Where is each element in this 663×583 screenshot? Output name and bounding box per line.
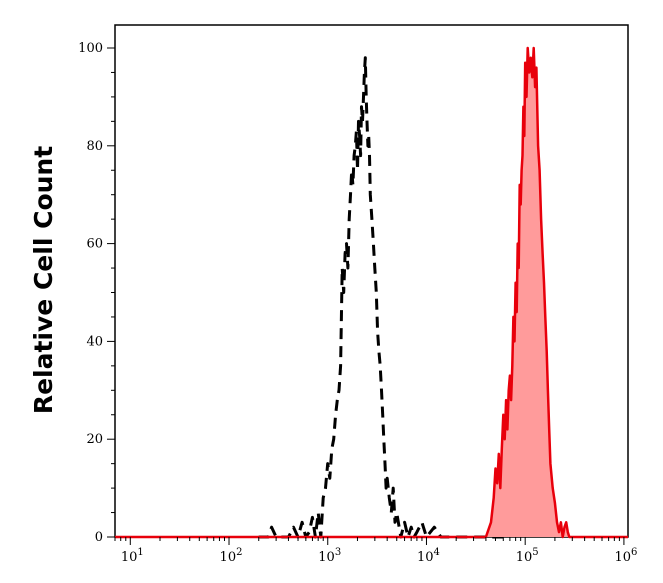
series-1-area <box>115 48 628 537</box>
x-tick-label: 102 <box>220 547 243 565</box>
x-tick-label: 106 <box>614 547 637 565</box>
y-tick-label: 20 <box>86 432 103 447</box>
x-tick-label: 104 <box>417 547 440 565</box>
x-tick-exponent: 5 <box>532 547 538 558</box>
x-tick-base: 10 <box>220 550 237 565</box>
series-0-line <box>258 56 504 539</box>
y-tick-label: 80 <box>86 139 103 154</box>
x-tick-exponent: 4 <box>434 547 440 558</box>
y-axis-label: Relative Cell Count <box>29 146 58 414</box>
y-tick-label: 100 <box>78 41 103 56</box>
x-tick-exponent: 6 <box>631 547 637 558</box>
x-tick-label: 101 <box>121 547 144 565</box>
y-tick-label: 40 <box>86 334 103 349</box>
x-tick-base: 10 <box>318 550 335 565</box>
x-tick-label: 105 <box>516 547 539 565</box>
x-tick-label: 103 <box>318 547 341 565</box>
x-tick-exponent: 3 <box>335 547 341 558</box>
x-tick-exponent: 2 <box>236 547 242 558</box>
x-tick-base: 10 <box>614 550 631 565</box>
x-tick-base: 10 <box>121 550 138 565</box>
series-layer <box>115 46 628 539</box>
x-tick-base: 10 <box>417 550 434 565</box>
series-1-line <box>115 46 628 539</box>
x-tick-exponent: 1 <box>137 547 143 558</box>
x-tick-base: 10 <box>516 550 533 565</box>
y-tick-label: 60 <box>86 237 103 252</box>
y-tick-label: 0 <box>95 530 103 545</box>
